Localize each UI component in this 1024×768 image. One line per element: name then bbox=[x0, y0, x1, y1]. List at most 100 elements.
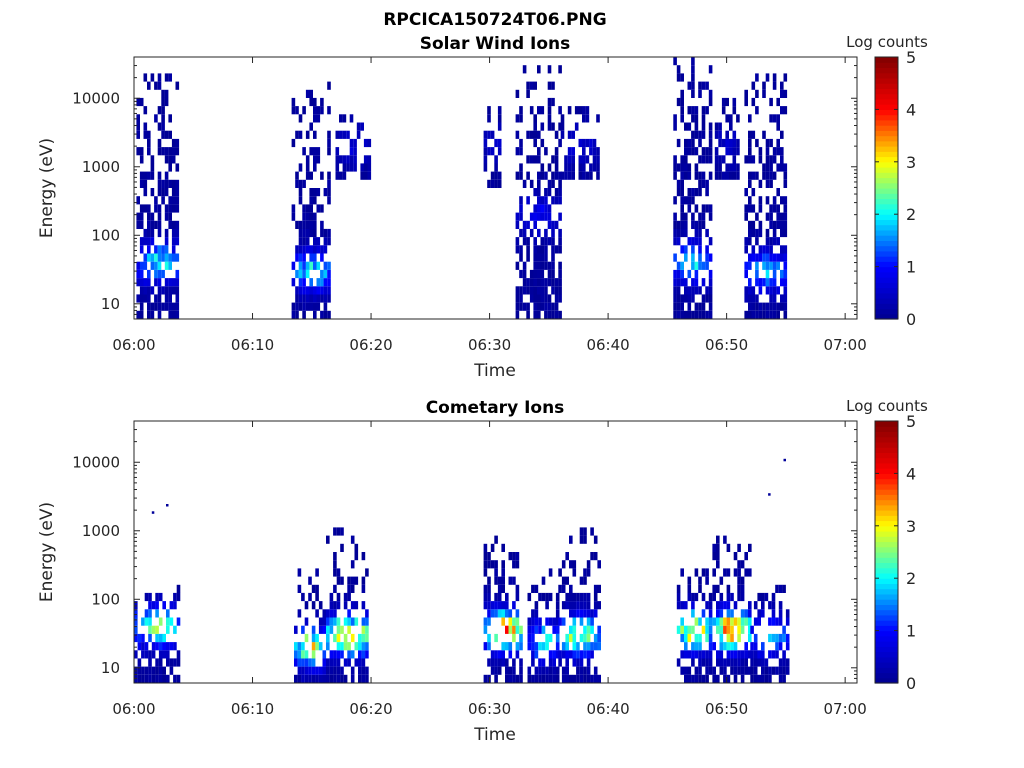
spectrogram-cell bbox=[705, 674, 709, 683]
spectrogram-cell bbox=[748, 666, 752, 675]
spectrogram-cell bbox=[687, 138, 692, 148]
spectrogram-cell bbox=[761, 592, 765, 602]
spectrogram-cell bbox=[350, 633, 355, 643]
spectrogram-cell bbox=[353, 147, 357, 156]
spectrogram-cell bbox=[134, 601, 138, 610]
spectrogram-cell bbox=[691, 114, 695, 123]
spectrogram-cell bbox=[515, 592, 520, 602]
spectrogram-cell bbox=[533, 294, 537, 303]
spectrogram-cell bbox=[155, 609, 159, 618]
spectrogram-cell bbox=[691, 310, 695, 319]
spectrogram-cell bbox=[336, 625, 341, 634]
spectrogram-cell bbox=[758, 204, 763, 213]
spectrogram-cell bbox=[161, 269, 165, 279]
spectrogram-cell bbox=[336, 642, 341, 651]
spectrogram-cell bbox=[769, 163, 773, 172]
spectrogram-cell bbox=[309, 286, 313, 295]
spectrogram-cell bbox=[548, 650, 553, 659]
spectrogram-cell bbox=[497, 147, 502, 156]
spectrogram-cell bbox=[519, 212, 523, 221]
spectrogram-cell bbox=[729, 122, 733, 131]
spectrogram-cell bbox=[315, 609, 319, 618]
spectrogram-cell bbox=[483, 674, 488, 683]
spectrogram-cell bbox=[730, 650, 734, 659]
spectrogram-cell bbox=[551, 253, 555, 262]
spectrogram-cell bbox=[705, 147, 709, 156]
spectrogram-cell bbox=[291, 138, 296, 148]
spectrogram-cell bbox=[691, 147, 695, 156]
spectrogram-cell bbox=[323, 269, 328, 279]
spectrogram-cell bbox=[522, 269, 527, 279]
spectrogram-cell bbox=[748, 261, 752, 270]
spectrogram-cell bbox=[315, 592, 319, 602]
colorbar-segment bbox=[875, 219, 898, 226]
spectrogram-cell bbox=[726, 674, 731, 683]
spectrogram-cell bbox=[772, 237, 777, 246]
spectrogram-cell bbox=[726, 650, 731, 659]
spectrogram-cell bbox=[295, 294, 299, 303]
spectrogram-cell bbox=[519, 196, 523, 205]
spectrogram-cell bbox=[780, 302, 784, 311]
spectrogram-cell bbox=[533, 245, 537, 254]
spectrogram-cell bbox=[302, 220, 306, 229]
spectrogram-cell bbox=[305, 286, 310, 295]
spectrogram-cell bbox=[505, 658, 509, 667]
spectrogram-cell bbox=[705, 625, 709, 634]
spectrogram-cell bbox=[304, 650, 309, 659]
spectrogram-cell bbox=[783, 212, 788, 221]
spectrogram-cell bbox=[565, 642, 569, 651]
spectrogram-cell bbox=[729, 171, 733, 180]
spectrogram-cell bbox=[551, 122, 555, 131]
spectrogram-cell bbox=[673, 196, 677, 205]
spectrogram-cell bbox=[780, 212, 784, 221]
spectrogram-cell bbox=[519, 302, 523, 311]
spectrogram-cell bbox=[320, 310, 324, 319]
spectrogram-cell bbox=[349, 147, 354, 156]
spectrogram-cell bbox=[769, 278, 773, 287]
spectrogram-cell bbox=[358, 642, 362, 651]
spectrogram-cell bbox=[561, 617, 566, 626]
spectrogram-cell bbox=[768, 650, 772, 659]
spectrogram-cell bbox=[327, 269, 331, 279]
spectrogram-cell bbox=[560, 171, 565, 180]
colorbar-segment bbox=[875, 88, 898, 95]
spectrogram-cell bbox=[771, 633, 776, 643]
spectrogram-cell bbox=[680, 625, 684, 634]
spectrogram-cell bbox=[320, 245, 324, 254]
spectrogram-cell bbox=[701, 625, 706, 634]
spectrogram-cell bbox=[544, 261, 548, 270]
spectrogram-cell bbox=[336, 633, 341, 643]
y-tick-label: 100 bbox=[91, 590, 120, 608]
spectrogram-cell bbox=[537, 212, 541, 221]
spectrogram-cell bbox=[691, 625, 695, 634]
spectrogram-cell bbox=[522, 286, 527, 295]
spectrogram-cell bbox=[758, 155, 763, 164]
plot-area: 06:00 06:10 06:20 06:30 06:40 06:50 07:0010100… bbox=[72, 48, 916, 354]
spectrogram-cell bbox=[757, 617, 761, 626]
spectrogram-cell bbox=[526, 81, 530, 90]
spectrogram-cell bbox=[322, 609, 327, 618]
spectrogram-cell bbox=[718, 122, 722, 131]
spectrogram-cell bbox=[168, 179, 172, 188]
spectrogram-cell bbox=[765, 310, 770, 319]
spectrogram-cell bbox=[487, 552, 491, 561]
colorbar-segment bbox=[875, 308, 898, 315]
spectrogram-cell bbox=[708, 286, 713, 295]
spectrogram-cell bbox=[565, 601, 569, 610]
spectrogram-cell bbox=[136, 220, 140, 229]
spectrogram-cell bbox=[740, 650, 745, 659]
spectrogram-cell bbox=[698, 584, 702, 593]
spectrogram-cell bbox=[529, 269, 534, 279]
spectrogram-cell bbox=[554, 294, 559, 303]
spectrogram-cell bbox=[302, 245, 306, 254]
spectrogram-cell bbox=[716, 601, 720, 610]
spectrogram-cell bbox=[730, 642, 734, 651]
spectrogram-cell bbox=[157, 294, 162, 303]
spectrogram-cell bbox=[349, 114, 354, 123]
spectrogram-cell bbox=[547, 212, 552, 221]
spectrogram-cell bbox=[302, 261, 306, 270]
spectrogram-cell bbox=[347, 625, 351, 634]
spectrogram-cell bbox=[175, 188, 180, 197]
spectrogram-cell bbox=[537, 253, 541, 262]
spectrogram-cell bbox=[367, 138, 372, 148]
